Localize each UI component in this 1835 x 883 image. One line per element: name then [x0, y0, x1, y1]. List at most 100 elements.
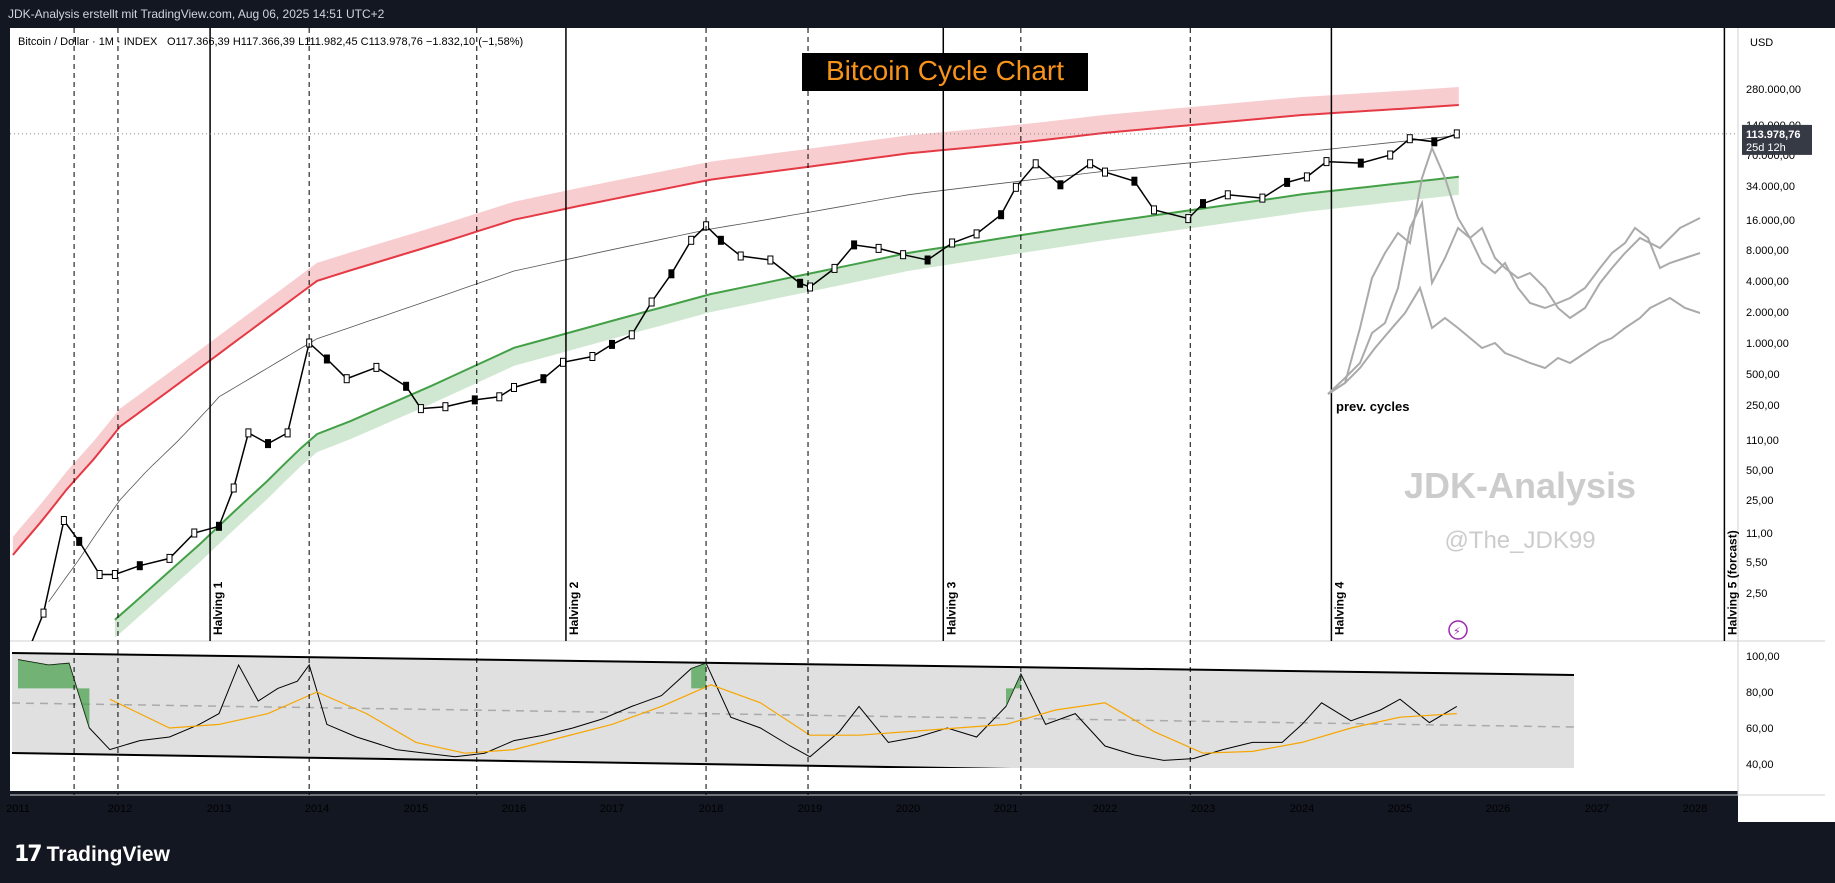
time-tick-label: 2019 — [798, 803, 822, 815]
time-tick-label: 2015 — [404, 803, 428, 815]
lightning-glyph-icon: ⚡ — [1453, 625, 1461, 638]
oscillator-channel-bottom — [11, 752, 1012, 768]
price-candle — [216, 521, 222, 531]
price-candle — [609, 339, 615, 349]
price-candle — [1087, 159, 1094, 169]
price-candle — [323, 354, 330, 364]
price-candle — [807, 282, 813, 292]
price-candle — [191, 528, 198, 538]
price-tick-label: 110,00 — [1746, 435, 1779, 447]
footer-bar: 17 TradingView — [0, 822, 1835, 883]
chart-caption: JDK-Analysis erstellt mit TradingView.co… — [8, 7, 385, 21]
halving-label: Halving 1 — [211, 581, 225, 635]
time-tick-label: 2014 — [305, 803, 329, 815]
price-candle — [949, 238, 956, 248]
halving-label: Halving 2 — [567, 581, 581, 635]
price-candle — [1032, 159, 1039, 169]
legend-symbol: Bitcoin / Dollar · 1M · INDEX — [18, 36, 158, 48]
price-candle — [417, 404, 424, 414]
price-candle — [717, 235, 724, 245]
price-candle — [875, 243, 882, 253]
price-tick-label: 250,00 — [1746, 400, 1780, 412]
price-candle — [767, 255, 774, 265]
price-candle — [230, 483, 237, 493]
price-tick-label: 5,50 — [1746, 557, 1767, 569]
price-tick-label: 8.000,00 — [1746, 245, 1789, 257]
lightning-icon — [1448, 620, 1468, 640]
oscillator-channel-fill — [12, 653, 1574, 768]
price-candle — [40, 608, 47, 618]
price-candle — [442, 402, 449, 412]
time-tick-label: 2025 — [1388, 803, 1412, 815]
time-tick-label: 2012 — [108, 803, 132, 815]
chart-title: Bitcoin Cycle Chart — [826, 55, 1064, 86]
price-axis-background — [1738, 28, 1835, 822]
tradingview-logo[interactable]: 17 TradingView — [14, 842, 170, 867]
price-candle — [166, 553, 173, 563]
time-tick-label: 2024 — [1290, 803, 1314, 815]
price-candle — [1151, 205, 1157, 215]
price-candle — [265, 439, 271, 449]
price-candle — [1057, 180, 1064, 190]
price-tick-label: 280.000,00 — [1746, 84, 1801, 96]
time-tick-label: 2017 — [600, 803, 624, 815]
price-candle — [648, 297, 655, 307]
price-tick-label: 34.000,00 — [1746, 181, 1795, 193]
price-candle — [797, 278, 804, 288]
oscillator-plot — [11, 652, 1575, 768]
price-tick-label: 11,00 — [1746, 528, 1773, 540]
oscillator-tick-label: 100,00 — [1746, 651, 1780, 663]
time-tick-label: 2011 — [6, 803, 30, 815]
chart-canvas[interactable]: Halving 1 Halving 2 Halving 3 Halving 4 Halv… — [0, 28, 1835, 822]
price-candle — [136, 561, 143, 571]
price-candle — [1259, 193, 1266, 203]
price-candle — [60, 516, 67, 525]
price-candle — [688, 235, 695, 245]
price-candle — [245, 428, 252, 438]
price-candle — [471, 395, 478, 405]
oscillator-tick-label: 40,00 — [1746, 759, 1774, 771]
price-candle — [560, 357, 566, 367]
price-candle — [1012, 182, 1019, 192]
price-candle — [1406, 134, 1413, 144]
prev-cycle-line — [1327, 285, 1701, 395]
price-candle — [1102, 167, 1108, 177]
price-tick-label: 16.000,00 — [1746, 215, 1795, 227]
oscillator-line — [17, 659, 1458, 761]
price-candle — [343, 374, 350, 384]
price-candle — [973, 229, 980, 239]
price-candle — [96, 570, 103, 579]
price-candle — [111, 570, 118, 579]
time-tick-label: 2013 — [207, 803, 231, 815]
price-candle — [737, 251, 744, 261]
oscillator-signal-line — [109, 684, 1457, 754]
time-tick-label: 2023 — [1191, 803, 1215, 815]
time-tick-label: 2027 — [1585, 803, 1609, 815]
price-candle — [900, 250, 907, 260]
price-candle — [403, 381, 410, 391]
time-tick-label: 2026 — [1486, 803, 1510, 815]
price-tick-label: 500,00 — [1746, 369, 1780, 381]
oscillator-overbought-fill — [1006, 674, 1021, 707]
price-candle — [589, 352, 596, 361]
halving-label: Halving 4 — [1332, 581, 1346, 635]
tradingview-brand: TradingView — [46, 842, 170, 866]
time-tick-label: 2028 — [1683, 803, 1707, 815]
mid-regression-line — [48, 135, 1459, 603]
price-candle — [831, 263, 838, 273]
time-tick-label: 2021 — [994, 803, 1018, 815]
upper-band-edge — [12, 104, 1459, 556]
price-candle — [1224, 190, 1231, 200]
price-plot — [12, 87, 1460, 641]
price-candle — [496, 392, 503, 402]
halving-label: Halving 5 (forcast) — [1725, 530, 1739, 635]
chart-caption-bar: JDK-Analysis erstellt mit TradingView.co… — [0, 0, 1835, 28]
price-panel-background — [10, 28, 1738, 642]
oscillator-overbought-fill — [18, 659, 90, 728]
price-candle — [373, 362, 380, 372]
price-tick-label: 1.000,00 — [1746, 338, 1789, 350]
price-tick-label: 25,00 — [1746, 495, 1774, 507]
current-price-tag — [1742, 124, 1812, 155]
tradingview-mark-icon: 17 — [14, 842, 43, 867]
halving-label: Halving 3 — [944, 581, 958, 635]
